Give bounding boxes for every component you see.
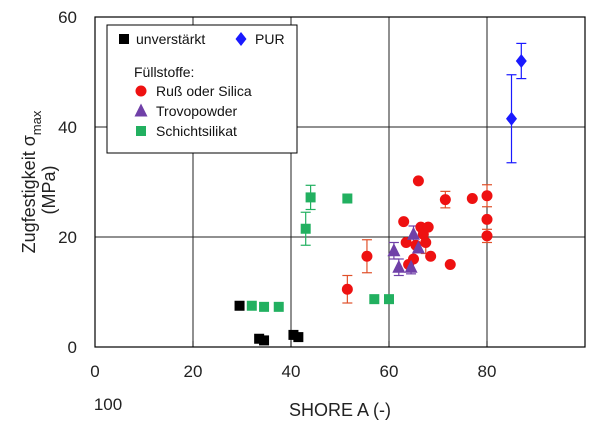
russ-point — [412, 175, 424, 187]
pur-point — [515, 54, 527, 68]
legend-label-pur: PUR — [255, 31, 285, 47]
legend-marker-trovo — [134, 103, 148, 117]
legend-marker-russ — [135, 85, 147, 97]
y-axis-label-subscript: max — [29, 110, 44, 135]
legend-label-unverstaerkt: unverstärkt — [136, 31, 205, 47]
russ-point — [481, 190, 493, 202]
legend-marker-schicht — [136, 126, 146, 136]
legend-label-russ: Ruß oder Silica — [156, 83, 252, 99]
russ-point — [481, 213, 493, 225]
schicht-point — [369, 294, 380, 305]
y-axis-label-main: Zugfestigkeit σ — [19, 135, 39, 253]
x-tick-label: 60 — [380, 362, 399, 381]
legend-marker-pur — [235, 32, 247, 46]
legend-group-title: Füllstoffe: — [134, 64, 194, 80]
legend-marker-unverstaerkt — [119, 34, 129, 44]
russ-point — [439, 194, 451, 206]
russ-point — [422, 221, 434, 233]
data-points — [234, 54, 527, 346]
unverstaerkt-point — [293, 332, 304, 343]
y-tick-label: 40 — [58, 118, 77, 137]
russ-point — [420, 237, 432, 248]
legend: unverstärkt PUR Ruß oder Silica Trovopowder… — [106, 24, 298, 154]
x-tick-label: 80 — [478, 362, 497, 381]
y-tick-label: 20 — [58, 228, 77, 247]
russ-point — [361, 250, 373, 262]
trovo-point — [407, 226, 420, 240]
y-axis-label: Zugfestigkeit σmax (MPa) — [19, 110, 59, 253]
y-tick-label: 0 — [68, 338, 77, 357]
schicht-point — [305, 192, 316, 203]
trovo-point — [392, 259, 406, 273]
schicht-point — [259, 301, 270, 312]
x-axis-label: SHORE A (-) — [289, 400, 391, 420]
unverstaerkt-point — [259, 335, 270, 346]
x-tick-label-max: 100 — [94, 395, 122, 414]
axis-ticks: 0 20 40 60 80 100 0 20 40 60 — [58, 8, 496, 414]
russ-point — [444, 259, 456, 270]
unverstaerkt-point — [234, 300, 245, 311]
x-tick-label: 0 — [90, 362, 99, 381]
legend-label-schicht: Schichtsilikat — [156, 123, 237, 139]
schicht-point — [384, 294, 394, 305]
russ-point — [398, 216, 410, 228]
schicht-point — [246, 300, 257, 311]
trovo-point — [387, 243, 401, 257]
legend-label-trovo: Trovopowder — [156, 103, 238, 119]
svg-text:Zugfestigkeit σmax: Zugfestigkeit σmax — [19, 110, 44, 253]
russ-point — [425, 250, 437, 262]
schicht-point — [342, 193, 353, 204]
schicht-point — [300, 223, 311, 234]
plot-frame — [94, 16, 586, 348]
russ-point — [466, 193, 478, 204]
y-axis-label-unit: (MPa) — [39, 166, 59, 215]
russ-point — [341, 283, 353, 295]
y-tick-label: 60 — [58, 8, 77, 27]
schicht-point — [273, 301, 284, 312]
trovo-point — [404, 259, 418, 273]
pur-point — [506, 111, 517, 126]
x-tick-label: 40 — [282, 362, 301, 381]
trovo-point — [411, 240, 425, 254]
x-tick-label: 20 — [184, 362, 203, 381]
russ-point — [481, 230, 493, 242]
